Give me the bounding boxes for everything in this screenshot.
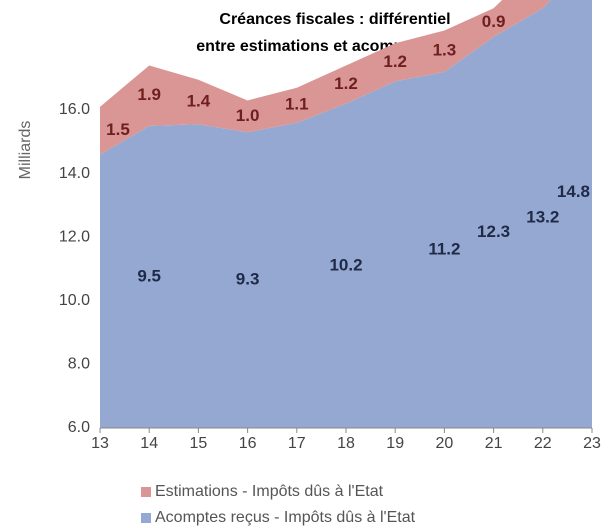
y-axis-label: Milliards (17, 121, 34, 180)
value-label: 12.3 (477, 222, 510, 241)
x-tick-label: 23 (583, 435, 601, 452)
y-tick-label: 16.0 (59, 101, 90, 118)
x-tick-label: 15 (190, 435, 208, 452)
value-label: 1.2 (383, 52, 407, 71)
value-label: 10.2 (329, 255, 362, 274)
legend-swatch (141, 487, 151, 497)
x-tick-label: 21 (485, 435, 503, 452)
chart-title: Créances fiscales : différentiel (219, 11, 450, 28)
legend-label: Acomptes reçus - Impôts dûs à l'Etat (155, 509, 416, 526)
value-label: 1.4 (187, 92, 211, 111)
legend-swatch (141, 513, 151, 523)
value-label: 14.8 (557, 182, 590, 201)
value-label: 0.9 (482, 12, 506, 31)
value-label: 1.9 (137, 85, 161, 104)
y-tick-label: 12.0 (59, 228, 90, 245)
value-label: 1.3 (433, 41, 457, 60)
value-label: 1.2 (334, 74, 358, 93)
area (100, 0, 592, 428)
y-tick-label: 8.0 (68, 356, 90, 373)
x-tick-label: 18 (337, 435, 355, 452)
x-tick-label: 19 (386, 435, 404, 452)
x-tick-label: 13 (91, 435, 109, 452)
y-tick-label: 6.0 (68, 419, 90, 436)
x-tick-label: 17 (288, 435, 306, 452)
value-label: 1.0 (236, 106, 260, 125)
x-tick-label: 22 (534, 435, 552, 452)
value-label: 1.1 (285, 95, 309, 114)
value-label: 1.5 (106, 120, 130, 139)
legend-label: Estimations - Impôts dûs à l'Etat (155, 483, 384, 500)
value-label: 9.5 (137, 266, 161, 285)
y-tick-label: 10.0 (59, 292, 90, 309)
area (100, 0, 551, 155)
value-label: 9.3 (236, 270, 260, 289)
value-label: 13.2 (526, 208, 559, 227)
y-tick-label: 14.0 (59, 165, 90, 182)
x-tick-label: 14 (140, 435, 158, 452)
x-tick-label: 16 (239, 435, 257, 452)
value-label: 11.2 (428, 239, 460, 258)
x-tick-label: 20 (436, 435, 454, 452)
